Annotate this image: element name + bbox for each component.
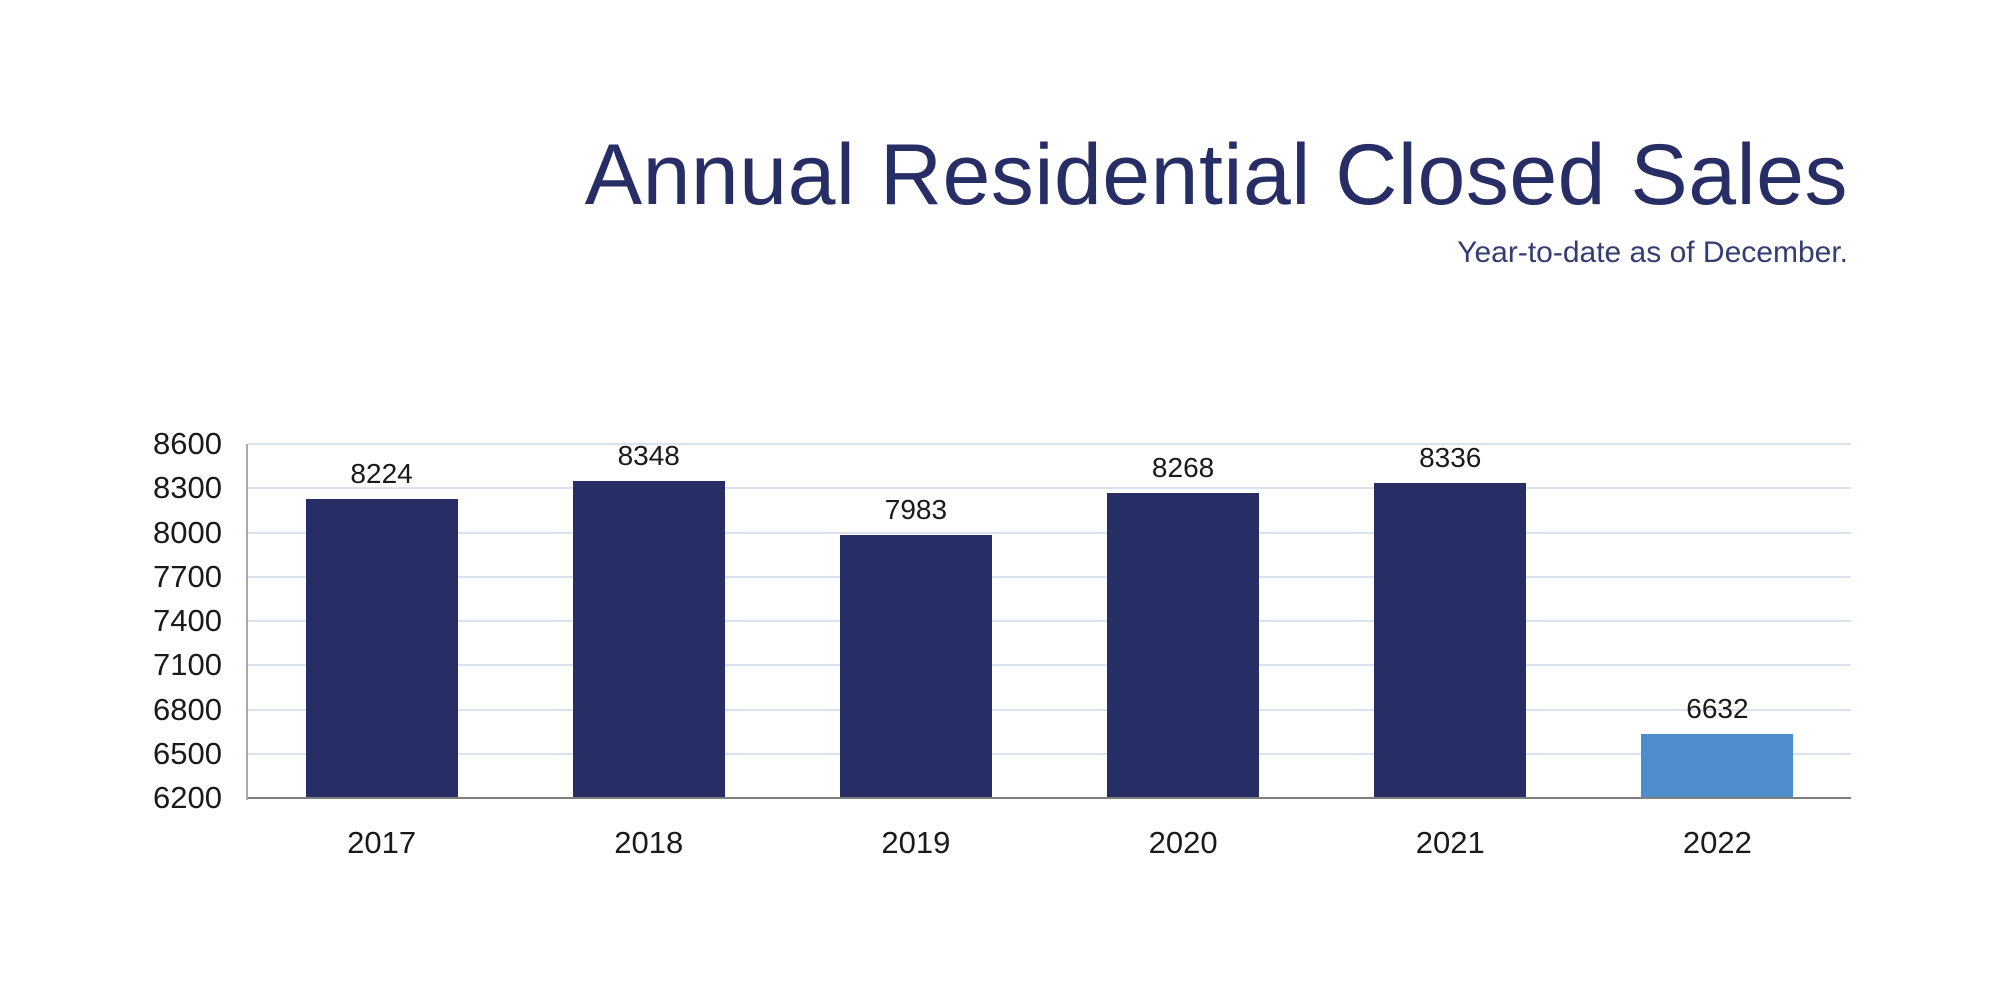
bar-value-label: 7983: [884, 494, 948, 525]
x-axis-label: 2017: [347, 825, 417, 860]
y-axis-label: 7400: [153, 603, 222, 638]
bar-value-label: 6632: [1686, 693, 1749, 725]
gridline: [248, 531, 1851, 534]
chart-title: Annual Residential Closed Sales: [584, 127, 1848, 223]
bar-value-label: 8348: [617, 440, 680, 472]
bar: [305, 499, 458, 798]
bar-value-label: 8268: [1151, 451, 1215, 483]
gridline: [248, 708, 1851, 711]
gridline: [248, 620, 1851, 622]
bar-value-label: 8336: [1419, 441, 1482, 473]
y-axis-label: 8000: [153, 514, 222, 550]
gridline: [248, 664, 1851, 667]
bar-value-label: 8224: [350, 458, 413, 490]
y-axis-label: 7700: [153, 558, 222, 594]
x-axis-label: 2021: [1415, 825, 1485, 860]
y-axis-label: 6500: [153, 735, 222, 771]
y-axis-line: [246, 444, 248, 800]
bar: [1641, 734, 1794, 798]
y-axis-label: 6800: [153, 691, 222, 727]
gridline: [248, 752, 1851, 755]
y-axis-label: 8600: [153, 426, 222, 461]
plot-area: 6200 6500 6800 7100 7400 7700 8000 8300 8600 8224…: [153, 427, 1851, 860]
x-axis-label: 2018: [614, 825, 684, 860]
gridline: [248, 443, 1851, 445]
bar: [1374, 482, 1527, 798]
x-axis-label: 2019: [881, 825, 951, 860]
bar: [1107, 492, 1260, 798]
y-axis-label: 7100: [153, 647, 222, 683]
bar: [572, 481, 725, 798]
bar: [839, 535, 992, 798]
x-axis-label: 2022: [1682, 825, 1752, 860]
chart-subtitle: Year-to-date as of December.: [1457, 236, 1848, 269]
gridline: [248, 575, 1851, 578]
y-axis-label: 6200: [153, 780, 222, 815]
y-axis-label: 8300: [153, 470, 222, 506]
x-axis-baseline: [248, 797, 1851, 799]
x-axis-label: 2020: [1148, 825, 1218, 860]
gridline: [248, 487, 1851, 490]
